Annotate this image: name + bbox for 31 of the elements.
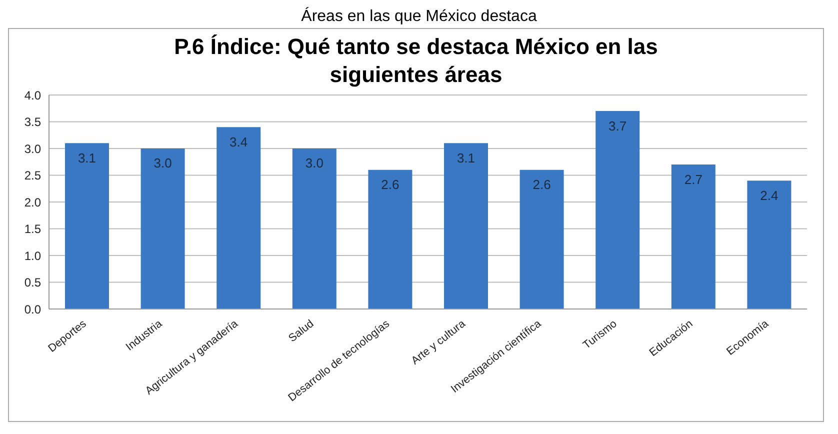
- bar: [65, 143, 109, 309]
- data-label: 3.4: [230, 134, 248, 150]
- data-label: 2.4: [760, 188, 778, 203]
- y-tick-label: 2.5: [24, 168, 42, 183]
- data-label: 2.7: [684, 172, 702, 187]
- data-label: 2.6: [532, 177, 551, 192]
- y-tick-label: 1.5: [24, 222, 42, 236]
- data-label: 3.0: [305, 156, 324, 171]
- bar: [140, 148, 185, 309]
- y-tick-label: 0.5: [24, 276, 42, 290]
- bar: [292, 148, 336, 309]
- data-label: 3.1: [456, 150, 476, 166]
- data-label: 2.6: [381, 177, 400, 192]
- bar: [596, 111, 640, 309]
- bar: [671, 164, 716, 309]
- y-tick-label: 0.0: [24, 302, 42, 316]
- y-tick-label: 3.5: [24, 115, 42, 130]
- data-label: 3.0: [154, 156, 172, 171]
- data-label: 3.7: [608, 118, 627, 134]
- bar: [520, 170, 564, 309]
- y-tick-label: 4.0: [24, 88, 42, 102]
- chart-subtitle: P.6 Índice: Qué tanto se destaca México en las siguientes áreas: [173, 33, 659, 89]
- chart-title: Áreas en las que México destaca: [300, 8, 538, 27]
- bar: [216, 127, 261, 309]
- bar: [444, 143, 488, 309]
- y-tick-label: 2.0: [24, 195, 42, 210]
- y-tick-label: 1.0: [24, 248, 42, 263]
- bar: [368, 170, 412, 309]
- y-tick-label: 3.0: [24, 142, 42, 156]
- bar: [747, 180, 792, 309]
- data-label: 3.1: [78, 150, 96, 166]
